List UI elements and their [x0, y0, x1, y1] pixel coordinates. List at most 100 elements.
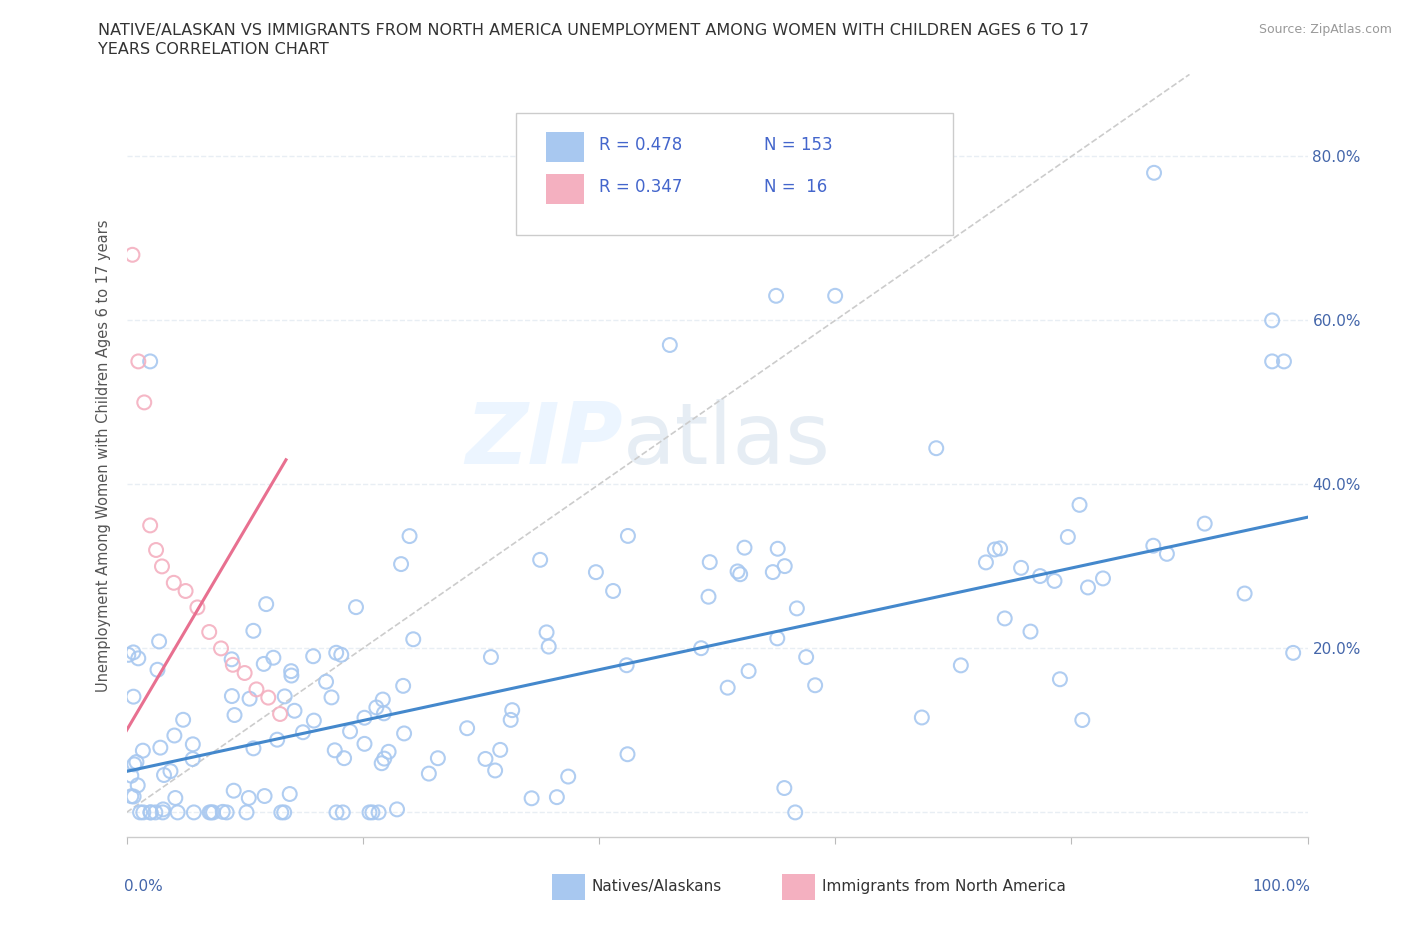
Point — [174, 583, 197, 598]
Point — [1077, 580, 1099, 595]
Text: NATIVE/ALASKAN VS IMMIGRANTS FROM NORTH AMERICA UNEMPLOYMENT AMONG WOMEN WITH CH: NATIVE/ALASKAN VS IMMIGRANTS FROM NORTH … — [98, 23, 1090, 38]
Text: Source: ZipAtlas.com: Source: ZipAtlas.com — [1258, 23, 1392, 36]
Point — [122, 789, 145, 804]
Point — [273, 689, 295, 704]
Point — [398, 528, 420, 543]
Point — [1010, 561, 1032, 576]
Point — [727, 564, 749, 578]
Point — [1194, 516, 1216, 531]
Point — [824, 288, 846, 303]
Point — [1233, 586, 1256, 601]
Point — [321, 690, 343, 705]
Point — [728, 566, 751, 581]
Point — [278, 787, 301, 802]
Point — [221, 688, 243, 703]
Point — [242, 623, 264, 638]
Point — [344, 600, 367, 615]
Point — [253, 657, 276, 671]
Point — [125, 754, 148, 769]
Point — [242, 741, 264, 756]
Point — [585, 565, 607, 579]
Point — [146, 662, 169, 677]
Point — [270, 805, 292, 820]
Point — [371, 692, 394, 707]
Point — [1069, 498, 1091, 512]
Point — [385, 802, 408, 817]
Point — [766, 631, 789, 645]
Point — [124, 757, 146, 772]
Point — [734, 540, 756, 555]
Text: ZIP: ZIP — [465, 399, 623, 482]
Point — [804, 678, 827, 693]
Point — [377, 744, 399, 759]
Point — [198, 805, 221, 820]
Point — [139, 805, 162, 820]
Point — [222, 658, 245, 672]
Point — [786, 601, 808, 616]
Point — [127, 651, 149, 666]
Point — [145, 805, 167, 820]
Point — [283, 703, 305, 718]
Point — [134, 395, 156, 410]
Point — [370, 756, 392, 771]
Point — [254, 597, 277, 612]
Point — [616, 747, 638, 762]
Point — [402, 631, 425, 646]
Point — [266, 732, 288, 747]
Point — [132, 743, 155, 758]
Point — [546, 790, 568, 804]
Point — [367, 805, 389, 820]
Point — [1143, 166, 1166, 180]
Point — [139, 354, 162, 369]
Point — [501, 703, 523, 718]
Point — [145, 542, 167, 557]
Point — [392, 726, 415, 741]
Point — [198, 625, 221, 640]
Point — [122, 644, 145, 659]
Point — [426, 751, 449, 765]
Point — [280, 668, 302, 683]
Point — [209, 641, 232, 656]
Point — [474, 751, 496, 766]
Point — [529, 552, 551, 567]
Point — [359, 805, 381, 820]
Point — [120, 768, 142, 783]
Point — [215, 805, 238, 820]
Point — [697, 590, 720, 604]
Point — [1029, 568, 1052, 583]
Point — [737, 664, 759, 679]
Point — [291, 724, 314, 739]
Point — [148, 634, 170, 649]
Point — [211, 804, 233, 819]
Point — [785, 805, 807, 820]
Point — [181, 737, 204, 751]
Point — [617, 528, 640, 543]
Point — [152, 802, 174, 817]
Point — [1282, 645, 1305, 660]
FancyBboxPatch shape — [516, 113, 953, 234]
Point — [117, 647, 139, 662]
Point — [224, 708, 246, 723]
Point — [163, 576, 186, 591]
Point — [911, 710, 934, 724]
Point — [121, 247, 143, 262]
Point — [690, 641, 713, 656]
Text: atlas: atlas — [623, 399, 831, 482]
Point — [1156, 547, 1178, 562]
Y-axis label: Unemployment Among Women with Children Ages 6 to 17 years: Unemployment Among Women with Children A… — [96, 219, 111, 692]
Point — [699, 554, 721, 569]
Point — [557, 769, 579, 784]
FancyBboxPatch shape — [546, 174, 583, 204]
Point — [315, 674, 337, 689]
Point — [152, 805, 174, 820]
Text: R = 0.478: R = 0.478 — [599, 137, 682, 154]
Point — [1049, 671, 1071, 686]
Point — [332, 805, 354, 820]
Point — [183, 805, 205, 820]
Point — [766, 541, 789, 556]
Point — [302, 649, 325, 664]
Point — [1057, 529, 1080, 544]
Point — [149, 740, 172, 755]
Point — [257, 690, 280, 705]
Point — [269, 707, 291, 722]
